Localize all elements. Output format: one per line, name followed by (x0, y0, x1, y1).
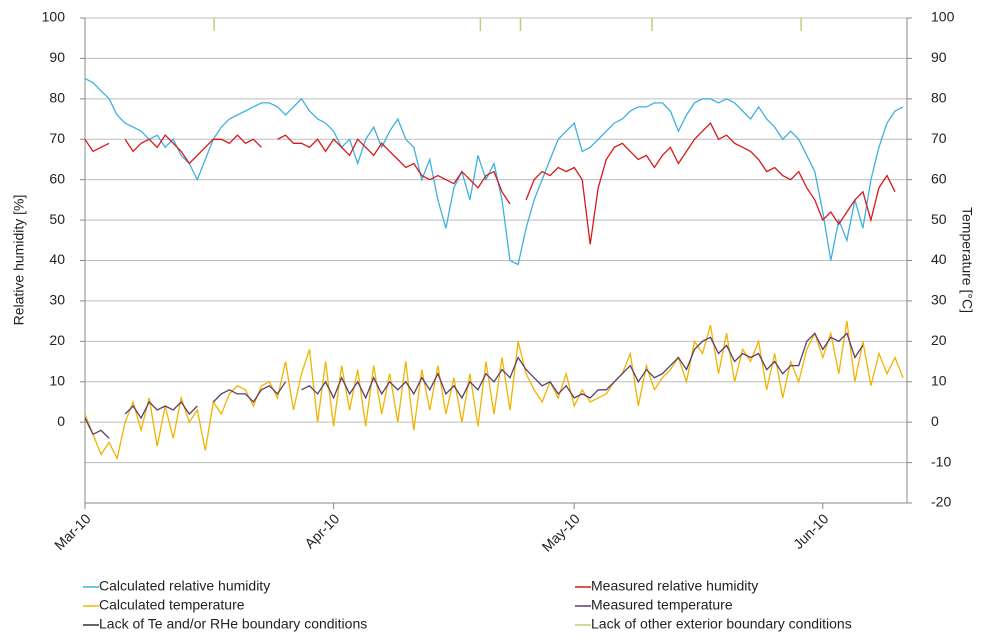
y2-tick-label: -10 (931, 453, 951, 469)
legend-label: Lack of Te and/or RHe boundary condition… (99, 616, 367, 632)
y-tick-label: 30 (49, 292, 65, 308)
y-tick-label: 100 (42, 9, 66, 25)
y-tick-label: 20 (49, 332, 65, 348)
legend-label: Measured relative humidity (591, 578, 758, 594)
y2-tick-label: -20 (931, 494, 951, 510)
series-line (84, 321, 904, 461)
x-tick-label: Jun-10 (790, 510, 832, 552)
x-tick-label: May-10 (539, 510, 583, 554)
series-line (84, 78, 904, 266)
series-line (277, 134, 511, 205)
y2-axis-label: Temperature [°C] (959, 207, 975, 313)
y2-tick-label: 100 (931, 9, 955, 25)
y2-tick-label: 20 (931, 332, 947, 348)
y-tick-label: 0 (57, 413, 65, 429)
y-tick-label: 40 (49, 251, 65, 267)
y2-tick-label: 0 (931, 413, 939, 429)
y-tick-label: 80 (49, 90, 65, 106)
legend-label: Calculated relative humidity (99, 578, 270, 594)
y-axis-label: Relative humidity [%] (11, 195, 27, 326)
series-line (212, 381, 287, 404)
series-line (84, 417, 110, 439)
series-line (84, 138, 110, 153)
y-tick-label: 10 (49, 372, 65, 388)
series-line (525, 121, 896, 245)
series-line (301, 332, 864, 400)
legend-label: Lack of other exterior boundary conditio… (591, 616, 852, 632)
y2-tick-label: 50 (931, 211, 947, 227)
x-tick-label: Mar-10 (51, 510, 94, 553)
legend-label: Calculated temperature (99, 597, 245, 613)
y-tick-label: 70 (49, 130, 65, 146)
y2-tick-label: 10 (931, 372, 947, 388)
legend-label: Measured temperature (591, 597, 733, 613)
series-line (124, 400, 198, 420)
y2-tick-label: 90 (931, 49, 947, 65)
legend: Calculated relative humidity Measured rel… (83, 578, 852, 632)
y-tick-label: 60 (49, 170, 65, 186)
y2-tick-label: 70 (931, 130, 947, 146)
x-tick-label: Apr-10 (301, 510, 342, 551)
y2-tick-label: 30 (931, 292, 947, 308)
y2-tick-label: 60 (931, 170, 947, 186)
y-tick-label: 90 (49, 49, 65, 65)
y2-tick-label: 40 (931, 251, 947, 267)
y-tick-label: 50 (49, 211, 65, 227)
y2-tick-label: 80 (931, 90, 947, 106)
series-line (124, 134, 262, 165)
